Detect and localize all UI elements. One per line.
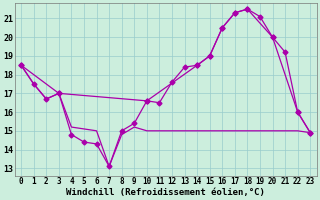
X-axis label: Windchill (Refroidissement éolien,°C): Windchill (Refroidissement éolien,°C): [66, 188, 265, 197]
